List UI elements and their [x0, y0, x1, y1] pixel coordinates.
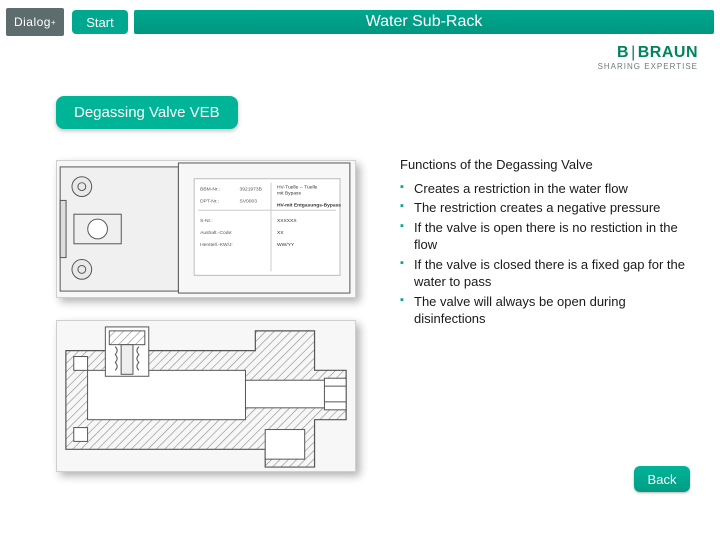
- topbar: Dialog+ Start Water Sub-Rack: [0, 8, 720, 40]
- svg-text:Aushalt.-Code:: Aushalt.-Code:: [200, 230, 232, 236]
- list-item: Creates a restriction in the water flow: [400, 180, 690, 198]
- svg-text:HV-Tuelle -- Tuelle: HV-Tuelle -- Tuelle: [277, 185, 318, 191]
- device-image-top: BBM-Nr.: 3921973B DPT-Nr.: SV0003 S-Nr.: A…: [56, 160, 356, 298]
- page-title: Water Sub-Rack: [366, 13, 483, 31]
- back-button-label: Back: [648, 472, 677, 487]
- svg-text:Herstell.-KW/J:: Herstell.-KW/J:: [200, 242, 233, 248]
- dialog-badge: Dialog+: [6, 8, 64, 36]
- svg-text:HV-mit Entgasungs-Bypass: HV-mit Entgasungs-Bypass: [277, 202, 341, 208]
- start-button-label: Start: [86, 15, 113, 30]
- functions-text: Functions of the Degassing Valve Creates…: [400, 156, 690, 330]
- device-cross-section-icon: [57, 321, 355, 471]
- list-item: The restriction creates a negative press…: [400, 199, 690, 217]
- list-item: The valve will always be open during dis…: [400, 293, 690, 328]
- dialog-badge-sup: +: [51, 18, 56, 27]
- list-item: If the valve is closed there is a fixed …: [400, 256, 690, 291]
- svg-text:3921973B: 3921973B: [240, 187, 263, 193]
- section-heading-pill: Degassing Valve VEB: [56, 96, 238, 129]
- svg-text:S-Nr.:: S-Nr.:: [200, 218, 213, 224]
- svg-text:WW/YY: WW/YY: [277, 242, 295, 248]
- brand-logo: B|BRAUN SHARING EXPERTISE: [598, 44, 698, 71]
- device-top-schematic-icon: BBM-Nr.: 3921973B DPT-Nr.: SV0003 S-Nr.: A…: [57, 161, 355, 297]
- device-image-cross-section: [56, 320, 356, 472]
- svg-text:SV0003: SV0003: [240, 198, 258, 204]
- dialog-badge-text: Dialog: [14, 15, 51, 29]
- start-button[interactable]: Start: [72, 10, 128, 34]
- svg-text:DPT-Nr.:: DPT-Nr.:: [200, 198, 219, 204]
- brand-name: B|BRAUN: [598, 44, 698, 62]
- functions-heading: Functions of the Degassing Valve: [400, 156, 690, 174]
- back-button[interactable]: Back: [634, 466, 690, 492]
- svg-text:XXXXXX: XXXXXX: [277, 218, 297, 224]
- svg-text:BBM-Nr.:: BBM-Nr.:: [200, 187, 220, 193]
- svg-text:XX: XX: [277, 230, 284, 236]
- page-title-bar: Water Sub-Rack: [134, 10, 714, 34]
- functions-list: Creates a restriction in the water flow …: [400, 180, 690, 328]
- brand-tagline: SHARING EXPERTISE: [598, 62, 698, 71]
- section-heading-label: Degassing Valve VEB: [74, 104, 220, 121]
- list-item: If the valve is open there is no restict…: [400, 219, 690, 254]
- svg-text:mit Bypass: mit Bypass: [277, 191, 302, 197]
